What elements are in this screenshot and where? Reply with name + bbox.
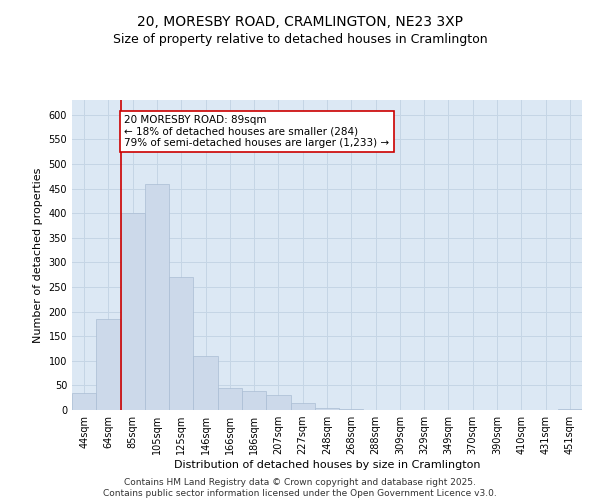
Bar (193, 356, 218, 410)
X-axis label: Distribution of detached houses by size in Cramlington: Distribution of detached houses by size … (174, 460, 480, 470)
Bar (72, 393, 96, 410)
Text: Contains HM Land Registry data © Crown copyright and database right 2025.
Contai: Contains HM Land Registry data © Crown c… (103, 478, 497, 498)
Text: Size of property relative to detached houses in Cramlington: Size of property relative to detached ho… (113, 32, 487, 46)
Bar (290, 402, 315, 410)
Bar (339, 409, 364, 410)
Bar (558, 408, 582, 410)
Bar (242, 392, 266, 410)
Y-axis label: Number of detached properties: Number of detached properties (33, 168, 43, 342)
Bar (169, 277, 193, 410)
Bar (218, 388, 242, 410)
Text: 20 MORESBY ROAD: 89sqm
← 18% of detached houses are smaller (284)
79% of semi-de: 20 MORESBY ROAD: 89sqm ← 18% of detached… (124, 115, 389, 148)
Bar (121, 213, 145, 410)
Text: 20, MORESBY ROAD, CRAMLINGTON, NE23 3XP: 20, MORESBY ROAD, CRAMLINGTON, NE23 3XP (137, 15, 463, 29)
Bar (266, 395, 290, 410)
Bar (145, 184, 169, 410)
Bar (96, 319, 121, 410)
Bar (315, 408, 339, 410)
